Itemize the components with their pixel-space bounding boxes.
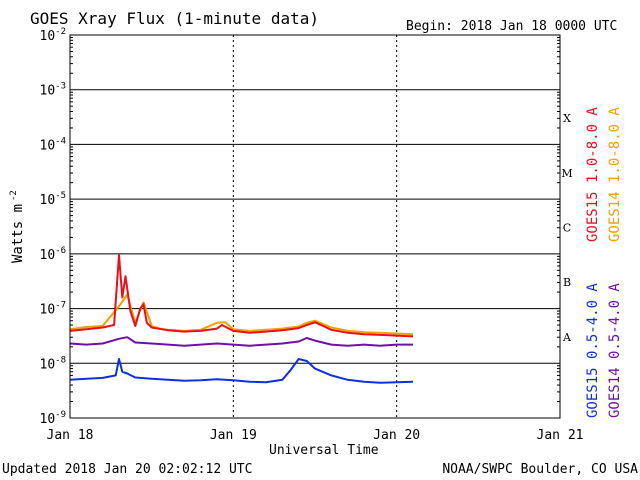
y-tick-label: 10-4	[40, 136, 67, 153]
y-tick-label: 10-6	[40, 246, 67, 263]
y-tick-label: 10-3	[40, 82, 67, 99]
y-tick-label: 10-9	[40, 410, 67, 427]
series-line	[69, 293, 414, 336]
legend-entry: GOES14 0.5-4.0 A	[607, 283, 623, 418]
grid-lines	[70, 35, 560, 418]
x-axis-ticks: Jan 18 Jan 19 Jan 20 Jan 21	[47, 428, 584, 443]
legend-entry: GOES15 0.5-4.0 A	[585, 283, 601, 418]
flare-class-label: C	[563, 221, 571, 234]
y-axis-ticks: 10-2 10-3 10-4 10-5 10-6 10-7 10-8 10-9	[40, 27, 560, 427]
y-tick-label: 10-5	[40, 191, 67, 208]
flare-class-label: B	[563, 276, 571, 289]
y-axis-label-text: Watts m	[10, 204, 26, 263]
x-tick-label: Jan 19	[210, 428, 257, 443]
legend-entry: GOES14 1.0-8.0 A	[607, 107, 623, 242]
x-tick-label: Jan 21	[537, 428, 584, 443]
legend-right: GOES15 1.0-8.0 A GOES14 1.0-8.0 A	[585, 107, 623, 242]
flare-class-label: M	[561, 167, 572, 180]
y-tick-label: 10-7	[40, 301, 67, 318]
plot-frame	[69, 34, 561, 419]
y-tick-label: 10-2	[40, 27, 67, 44]
series-line	[69, 336, 413, 347]
series-group	[69, 254, 414, 384]
x-axis-label: Universal Time	[269, 443, 379, 458]
series-line	[69, 254, 414, 338]
y-axis-label-exponent: -2	[9, 190, 19, 201]
x-tick-label: Jan 20	[373, 428, 420, 443]
flare-class-label: X	[563, 112, 571, 125]
chart-title: GOES Xray Flux (1-minute data)	[30, 9, 319, 28]
begin-label: Begin: 2018 Jan 18 0000 UTC	[406, 19, 617, 34]
footer-updated: Updated 2018 Jan 20 02:02:12 UTC	[2, 462, 252, 477]
series-line	[69, 358, 414, 384]
legend-entry: GOES15 1.0-8.0 A	[585, 107, 601, 242]
y-axis-label: Watts m -2	[9, 190, 26, 263]
y-tick-label: 10-8	[40, 355, 67, 372]
footer-credit: NOAA/SWPC Boulder, CO USA	[442, 462, 638, 477]
legend-left: GOES15 0.5-4.0 A GOES14 0.5-4.0 A	[585, 283, 623, 418]
flare-class-labels: X M C B A	[561, 112, 572, 344]
svg-text:Watts m-2: Watts m -2	[9, 190, 26, 263]
flare-class-label: A	[562, 331, 572, 344]
x-tick-label: Jan 18	[47, 428, 94, 443]
